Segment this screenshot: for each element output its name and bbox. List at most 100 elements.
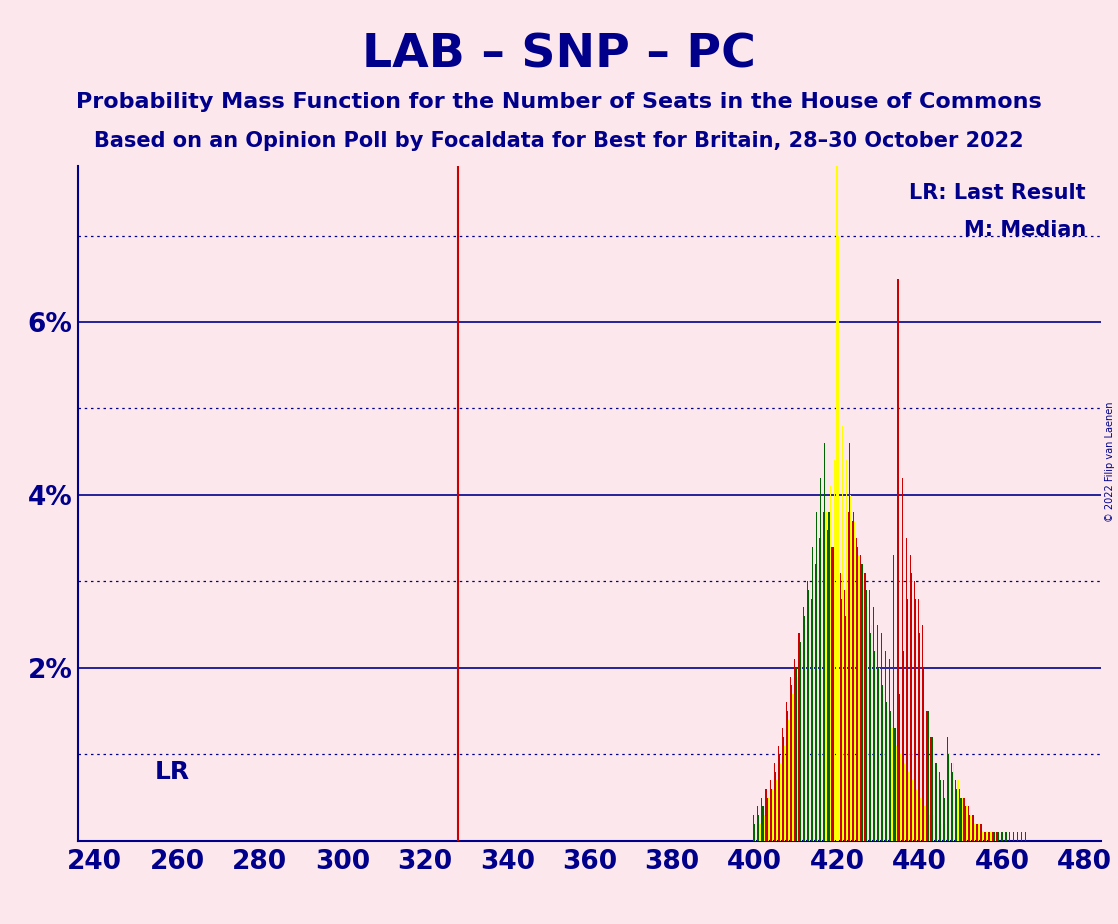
Bar [809, 607, 811, 841]
Bar [835, 555, 836, 841]
Bar [1002, 833, 1003, 841]
Bar [929, 815, 930, 841]
Bar [846, 460, 847, 841]
Bar [828, 512, 830, 841]
Bar [935, 763, 936, 841]
Bar [966, 807, 967, 841]
Bar [778, 746, 779, 841]
Bar [817, 565, 818, 841]
Bar [900, 754, 901, 841]
Bar [873, 607, 874, 841]
Text: LR: LR [155, 760, 190, 784]
Bar [816, 512, 817, 841]
Bar [823, 512, 824, 841]
Bar [913, 581, 915, 841]
Bar [780, 763, 781, 841]
Bar [972, 815, 973, 841]
Bar [790, 676, 792, 841]
Bar [891, 728, 892, 841]
Bar [911, 573, 912, 841]
Bar [959, 789, 960, 841]
Bar [825, 512, 826, 841]
Bar [869, 590, 870, 841]
Bar [833, 547, 834, 841]
Bar [879, 668, 880, 841]
Bar [769, 780, 770, 841]
Bar [840, 573, 841, 841]
Bar [889, 659, 890, 841]
Bar [888, 711, 889, 841]
Bar [932, 815, 934, 841]
Bar [945, 823, 946, 841]
Bar [794, 659, 795, 841]
Text: Probability Mass Function for the Number of Seats in the House of Commons: Probability Mass Function for the Number… [76, 92, 1042, 113]
Bar [910, 555, 911, 841]
Bar [965, 807, 966, 841]
Bar [918, 599, 919, 841]
Bar [847, 512, 849, 841]
Bar [930, 737, 931, 841]
Bar [875, 650, 877, 841]
Bar [925, 807, 926, 841]
Bar [803, 607, 804, 841]
Bar [974, 823, 975, 841]
Bar [907, 599, 908, 841]
Bar [824, 443, 825, 841]
Text: © 2022 Filip van Laenen: © 2022 Filip van Laenen [1106, 402, 1115, 522]
Bar [842, 426, 843, 841]
Bar [887, 702, 888, 841]
Bar [798, 633, 799, 841]
Bar [949, 754, 950, 841]
Bar [804, 616, 805, 841]
Bar [915, 599, 916, 841]
Bar [767, 797, 768, 841]
Bar [877, 625, 878, 841]
Bar [783, 737, 784, 841]
Bar [819, 538, 821, 841]
Bar [834, 460, 835, 841]
Text: Based on an Opinion Poll by Focaldata for Best for Britain, 28–30 October 2022: Based on an Opinion Poll by Focaldata fo… [94, 131, 1024, 152]
Bar [977, 823, 978, 841]
Bar [754, 815, 755, 841]
Bar [940, 780, 941, 841]
Bar [893, 555, 894, 841]
Bar [859, 555, 860, 841]
Bar [779, 754, 780, 841]
Bar [808, 590, 809, 841]
Bar [811, 599, 812, 841]
Bar [755, 823, 756, 841]
Bar [942, 780, 944, 841]
Bar [821, 478, 822, 841]
Bar [901, 478, 902, 841]
Bar [928, 711, 929, 841]
Bar [979, 823, 980, 841]
Bar [844, 590, 845, 841]
Bar [771, 789, 773, 841]
Bar [969, 815, 970, 841]
Bar [882, 686, 883, 841]
Bar [813, 590, 814, 841]
Bar [856, 538, 858, 841]
Text: LR: Last Result: LR: Last Result [909, 183, 1086, 203]
Bar [961, 797, 963, 841]
Bar [941, 823, 942, 841]
Bar [878, 668, 879, 841]
Bar [984, 833, 985, 841]
Bar [762, 807, 764, 841]
Bar [786, 702, 787, 841]
Bar [853, 512, 854, 841]
Bar [761, 797, 762, 841]
Bar [920, 797, 921, 841]
Bar [903, 763, 904, 841]
Bar [906, 538, 907, 841]
Bar [997, 833, 998, 841]
Text: M: Median: M: Median [964, 220, 1086, 240]
Bar [830, 486, 831, 841]
Bar [788, 720, 789, 841]
Bar [988, 833, 989, 841]
Bar [774, 763, 775, 841]
Bar [858, 547, 859, 841]
Bar [849, 443, 850, 841]
Bar [978, 823, 979, 841]
Bar [756, 833, 757, 841]
